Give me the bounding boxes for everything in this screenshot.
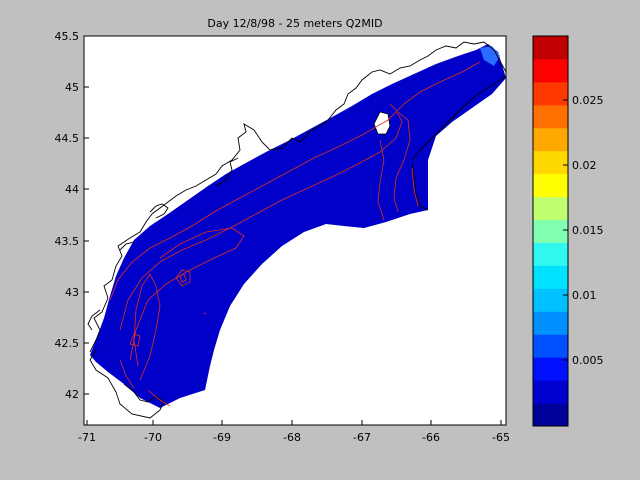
x-axis: -71 -70 -69 -68 -67 -66 -65 — [78, 420, 510, 444]
island — [373, 111, 391, 135]
y-tick-label: 42.5 — [55, 337, 80, 350]
y-tick-label: 45.5 — [55, 30, 80, 43]
colorbar-band — [533, 288, 568, 312]
y-axis: 45.5 45 44.5 44 43.5 43 42.5 42 — [55, 30, 89, 401]
y-tick-3: 44 — [65, 183, 89, 196]
x-tick-label: -68 — [283, 431, 301, 444]
x-tick-0: -71 — [78, 420, 96, 444]
model-domain-field — [90, 44, 506, 408]
colorbar-band — [533, 380, 568, 404]
figure-title: Day 12/8/98 - 25 meters Q2MID — [207, 17, 382, 30]
colorbar-band — [533, 104, 568, 129]
map-axes: -71 -70 -69 -68 -67 -66 -65 45.5 45 44.5… — [55, 30, 510, 444]
colorbar-bands — [533, 36, 568, 427]
colorbar-band — [533, 311, 568, 335]
x-tick-5: -66 — [422, 420, 440, 444]
x-tick-3: -68 — [283, 420, 301, 444]
x-tick-2: -69 — [213, 420, 231, 444]
y-tick-5: 43 — [65, 286, 89, 299]
colorbar-tick-2: 0.015 — [563, 224, 604, 237]
x-tick-label: -65 — [492, 431, 510, 444]
x-tick-label: -70 — [144, 431, 162, 444]
coastline — [87, 41, 507, 419]
x-tick-label: -71 — [78, 431, 96, 444]
colorbar-tick-0: 0.025 — [563, 94, 604, 107]
colorbar-band — [533, 81, 568, 106]
colorbar-tick-1: 0.02 — [563, 159, 597, 172]
colorbar-band — [533, 265, 568, 289]
colorbar-band — [533, 196, 568, 221]
y-tick-label: 45 — [65, 81, 79, 94]
colorbar-tick-3: 0.01 — [563, 289, 597, 302]
y-tick-6: 42.5 — [55, 337, 89, 350]
y-tick-4: 43.5 — [55, 235, 89, 248]
colorbar-band — [533, 173, 568, 198]
y-tick-label: 43.5 — [55, 235, 80, 248]
x-tick-label: -69 — [213, 431, 231, 444]
y-tick-label: 42 — [65, 388, 79, 401]
y-tick-2: 44.5 — [55, 132, 89, 145]
x-tick-label: -67 — [353, 431, 371, 444]
x-tick-1: -70 — [144, 420, 162, 444]
colorbar-band — [533, 403, 568, 427]
colorbar-band — [533, 242, 568, 266]
colorbar-tick-label: 0.01 — [572, 289, 597, 302]
y-tick-label: 43 — [65, 286, 79, 299]
colorbar-frame — [532, 35, 569, 427]
colorbar-band — [533, 58, 568, 83]
colorbar-tick-label: 0.005 — [572, 354, 604, 367]
colorbar-band — [533, 219, 568, 243]
y-tick-label: 44 — [65, 183, 79, 196]
colorbar-band — [533, 150, 568, 175]
y-tick-1: 45 — [65, 81, 89, 94]
colorbar: 0.025 0.02 0.015 0.01 0.005 — [532, 35, 604, 427]
x-tick-6: -65 — [492, 420, 510, 444]
colorbar-tick-label: 0.015 — [572, 224, 604, 237]
colorbar-band — [533, 36, 568, 60]
contour-lines — [109, 61, 481, 407]
colorbar-tick-label: 0.02 — [572, 159, 597, 172]
colorbar-tick-4: 0.005 — [563, 354, 604, 367]
y-tick-0: 45.5 — [55, 30, 89, 43]
colorbar-band — [533, 357, 568, 381]
y-tick-label: 44.5 — [55, 132, 80, 145]
x-tick-4: -67 — [353, 420, 371, 444]
y-tick-7: 42 — [65, 388, 89, 401]
colorbar-band — [533, 127, 568, 152]
colorbar-tick-label: 0.025 — [572, 94, 604, 107]
x-tick-label: -66 — [422, 431, 440, 444]
colorbar-band — [533, 334, 568, 358]
